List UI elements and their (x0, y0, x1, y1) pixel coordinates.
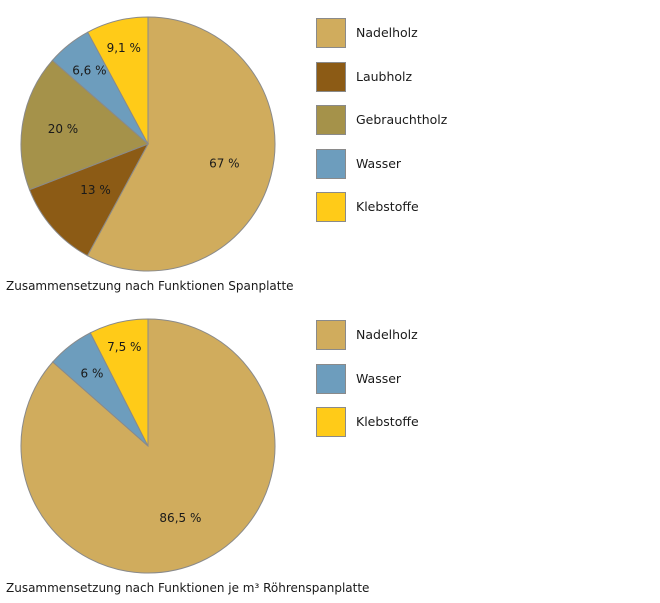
legend-item-klebstoffe: Klebstoffe (316, 407, 576, 437)
slice-value-label: 20 % (48, 122, 79, 136)
legend-item-klebstoffe: Klebstoffe (316, 192, 576, 222)
chart-caption-spanplatte: Zusammensetzung nach Funktionen Spanplat… (6, 279, 294, 293)
chart-caption-roehrenspanplatte: Zusammensetzung nach Funktionen je m³ Rö… (6, 581, 370, 595)
legend-label: Klebstoffe (356, 199, 419, 214)
slice-value-label: 67 % (209, 156, 240, 170)
legend-item-wasser: Wasser (316, 148, 576, 179)
legend-swatch (316, 61, 346, 92)
pie-slice-gebrauchtholz (20, 59, 149, 191)
legend-swatch (316, 18, 346, 48)
legend-swatch (316, 192, 346, 222)
legend-swatch (316, 105, 346, 135)
pie-chart-spanplatte: 67 % 13 % 20 % 6,6 % 9,1 % Nadelholz Laubholz… (0, 0, 660, 300)
pie-plot-roehrenspanplatte: 86,5 % 6 %7,5 % (20, 318, 276, 574)
legend-item-nadelholz: Nadelholz (316, 18, 576, 48)
slice-value-label: 13 % (80, 183, 111, 197)
pie-slice-nadelholz (86, 16, 276, 272)
legend-swatch (316, 363, 346, 394)
legend-label: Gebrauchtholz (356, 112, 448, 127)
legend-item-gebrauchtholz: Gebrauchtholz (316, 105, 576, 135)
legend-swatch (316, 407, 346, 437)
legend-label: Wasser (356, 155, 402, 171)
pie-chart-roehrenspanplatte: 86,5 % 6 % 7,5 % Nadelholz Wasser Klebstoffe… (0, 300, 660, 600)
legend-label: Wasser (356, 370, 402, 386)
legend-label: Laubholz (356, 68, 413, 84)
legend-label: Klebstoffe (356, 414, 419, 429)
slice-value-label: 86,5 % (159, 511, 201, 525)
legend-item-wasser: Wasser (316, 363, 576, 394)
legend-swatch (316, 148, 346, 179)
pie-plot-spanplatte: 67 % 13 % 20 % 6,6 %9,1 % (20, 16, 276, 272)
pie-slice-klebstoffe (87, 16, 149, 145)
slice-value-label: 9,1 % (107, 41, 141, 55)
slice-value-label: 6 % (81, 367, 104, 381)
pie-slice-klebstoffe (89, 318, 149, 447)
pie-slice-laubholz (28, 143, 150, 257)
legend-item-nadelholz: Nadelholz (316, 320, 576, 350)
slice-value-label: 6,6 % (72, 64, 106, 78)
legend-label: Nadelholz (356, 327, 418, 342)
legend-label: Nadelholz (356, 25, 418, 40)
slice-value-label: 7,5 % (107, 340, 141, 354)
legend-item-laubholz: Laubholz (316, 61, 576, 92)
legend-swatch (316, 320, 346, 350)
